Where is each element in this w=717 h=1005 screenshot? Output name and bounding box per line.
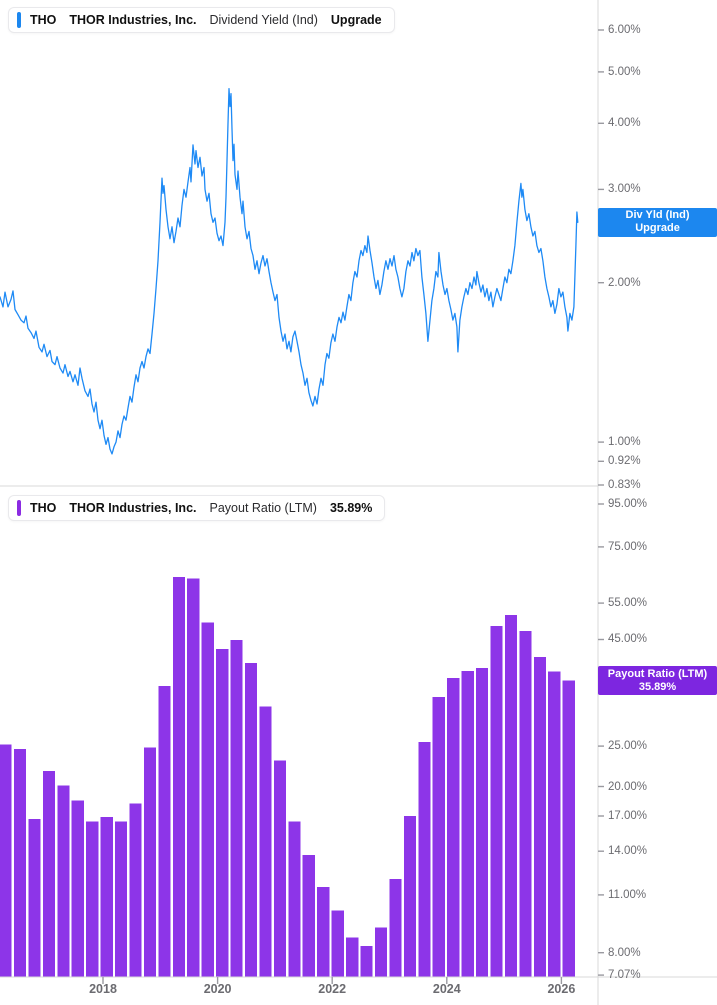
axis-chip-upgrade-link[interactable]: Upgrade (635, 222, 680, 235)
payout-bar (533, 656, 546, 977)
y-axis-tick-label: 4.00% (608, 117, 641, 130)
x-axis-tick-label: 2018 (89, 982, 117, 996)
payout-bar (71, 800, 84, 977)
payout-bar (187, 578, 200, 977)
payout-bar (288, 821, 301, 977)
y-axis-tick-label: 95.00% (608, 498, 648, 510)
payout-bar (504, 615, 518, 977)
upgrade-link[interactable]: Upgrade (330, 13, 382, 27)
payout-bar (490, 625, 503, 977)
payout-bar (216, 649, 229, 977)
payout-bar (432, 696, 445, 977)
ticker-label: THO (30, 13, 57, 27)
payout-bar (230, 639, 243, 977)
x-axis-tick-label: 2022 (318, 982, 347, 996)
payout-ratio-header-chip[interactable]: THO THOR Industries, Inc. Payout Ratio (… (8, 495, 386, 521)
y-axis-tick-label: 1.00% (608, 436, 641, 449)
payout-bar (447, 677, 460, 977)
y-axis-tick-label: 25.00% (608, 740, 648, 753)
y-axis-tick-label: 3.00% (608, 183, 641, 196)
payout-bar (418, 741, 431, 977)
y-axis-tick-label: 0.83% (608, 478, 641, 491)
y-axis-tick-label: 45.00% (608, 633, 648, 646)
payout-bar (302, 855, 315, 977)
payout-bar (273, 760, 287, 977)
payout-bar (129, 803, 142, 977)
payout-bar (548, 671, 561, 977)
ticker-label: THO (30, 501, 57, 515)
current-value-label: 35.89% (329, 501, 373, 515)
dividend-yield-header-chip[interactable]: THO THOR Industries, Inc. Dividend Yield… (8, 7, 395, 33)
company-label: THOR Industries, Inc. (69, 501, 197, 515)
company-label: THOR Industries, Inc. (69, 13, 197, 27)
payout-bar (28, 819, 41, 977)
y-axis-tick-label: 8.00% (608, 946, 641, 959)
payout-ratio-axis-chip: Payout Ratio (LTM) 35.89% (598, 666, 717, 695)
payout-bar (0, 744, 12, 977)
y-axis-tick-label: 0.92% (608, 455, 641, 468)
payout-bar (57, 785, 70, 977)
payout-bar (143, 747, 157, 977)
axis-chip-value: 35.89% (638, 680, 677, 693)
payout-bar (172, 577, 185, 977)
y-axis-tick-label: 11.00% (608, 888, 647, 901)
payout-bar (519, 630, 532, 977)
payout-bar (201, 622, 214, 977)
purple-accent-bar (17, 500, 21, 516)
x-axis-tick-label: 2024 (432, 982, 461, 996)
dividend-yield-line (0, 87, 579, 455)
y-axis-tick-label: 55.00% (608, 597, 648, 610)
payout-bar (86, 821, 99, 977)
payout-bar (331, 910, 344, 977)
payout-bar (115, 821, 128, 977)
y-axis-tick-label: 6.00% (608, 24, 641, 36)
metric-label: Payout Ratio (LTM) (209, 501, 317, 515)
payout-bar (562, 680, 575, 977)
y-axis-tick-label: 7.07% (608, 969, 641, 982)
dividend-yield-axis-chip[interactable]: Div Yld (Ind) Upgrade (598, 207, 717, 237)
payout-bar (403, 816, 416, 977)
payout-bar (259, 706, 272, 977)
axis-chip-line1: Payout Ratio (LTM) (607, 667, 708, 680)
metric-label: Dividend Yield (Ind) (209, 13, 318, 27)
payout-bar (461, 671, 474, 977)
payout-bar (317, 886, 330, 977)
axis-chip-line1: Div Yld (Ind) (625, 209, 690, 222)
payout-bar (374, 927, 388, 977)
y-axis-tick-label: 5.00% (608, 65, 641, 78)
payout-bar (100, 817, 113, 977)
payout-bar (158, 686, 171, 977)
payout-bar (346, 937, 359, 977)
y-axis-tick-label: 20.00% (608, 780, 648, 793)
payout-bar (389, 879, 402, 977)
x-axis-tick-label: 2026 (547, 982, 576, 996)
payout-bar (476, 667, 489, 977)
y-axis-tick-label: 75.00% (608, 540, 648, 553)
payout-bar (13, 749, 27, 977)
payout-bar (360, 946, 373, 977)
blue-accent-bar (17, 12, 21, 28)
y-axis-tick-label: 14.00% (608, 845, 648, 858)
payout-bar (245, 663, 258, 977)
y-axis-tick-label: 17.00% (608, 809, 648, 822)
payout-bar (42, 770, 55, 977)
x-axis-tick-label: 2020 (203, 982, 232, 996)
y-axis-tick-label: 2.00% (608, 276, 641, 289)
